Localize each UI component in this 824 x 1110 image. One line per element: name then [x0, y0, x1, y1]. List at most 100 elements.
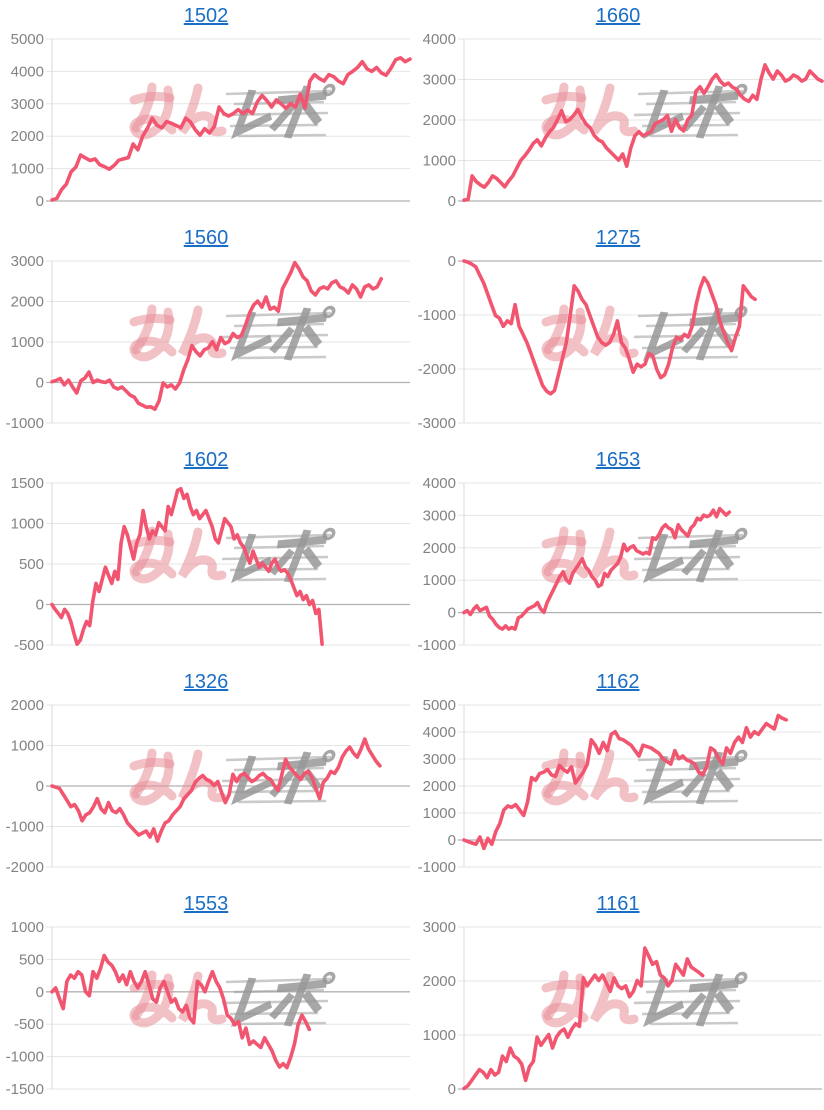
y-tick-label: 2000 — [11, 128, 44, 145]
y-tick-label: 1000 — [11, 738, 44, 755]
y-tick-label: -3000 — [418, 415, 456, 432]
chart-title-row: 1560 — [0, 222, 412, 252]
chart-cell-1602: 1602 -500 0 500 1000 1500 — [0, 444, 412, 666]
series-line — [462, 506, 732, 631]
y-tick-label: 0 — [36, 193, 44, 210]
y-tick-label: 1000 — [11, 161, 44, 178]
y-tick-label: 1000 — [423, 1027, 456, 1044]
chart-plot-1162: -1000 0 1000 2000 3000 4000 5000 — [418, 697, 822, 876]
y-tick-label: 500 — [19, 556, 44, 573]
y-tick-label: 1500 — [11, 475, 44, 492]
series-line — [50, 55, 412, 202]
y-tick-label: 2000 — [423, 778, 456, 795]
y-tick-label: 0 — [36, 984, 44, 1001]
chart-link-1660[interactable]: 1660 — [595, 5, 641, 27]
y-tick-label: 0 — [448, 832, 456, 849]
chart-cell-1660: 1660 0 1000 2000 3000 4000 — [412, 0, 824, 222]
chart-plot-1660: 0 1000 2000 3000 4000 — [423, 31, 824, 210]
chart-title-row: 1162 — [412, 666, 824, 696]
series-line — [462, 946, 705, 1091]
y-tick-label: 4000 — [423, 724, 456, 741]
chart-title-row: 1161 — [412, 888, 824, 918]
y-tick-label: 0 — [36, 375, 44, 392]
y-tick-label: 0 — [36, 778, 44, 795]
chart-plot-1653: -1000 0 1000 2000 3000 4000 — [418, 475, 822, 654]
y-tick-label: -2000 — [6, 859, 44, 876]
y-tick-label: -1500 — [6, 1081, 44, 1098]
y-tick-label: 3000 — [423, 919, 456, 936]
y-tick-label: 3000 — [423, 507, 456, 524]
chart-cell-1553: 1553 -1500 -1000 -500 0 500 1000 — [0, 888, 412, 1110]
y-tick-label: 1000 — [11, 919, 44, 936]
y-tick-label: 3000 — [11, 253, 44, 270]
chart-cell-1653: 1653 -1000 0 1000 2000 3000 4000 — [412, 444, 824, 666]
chart-plot-1553: -1500 -1000 -500 0 500 1000 — [6, 919, 410, 1098]
chart-title-row: 1502 — [0, 0, 412, 30]
y-tick-label: 3000 — [423, 72, 456, 89]
y-tick-label: -1000 — [418, 307, 456, 324]
y-tick-label: 5000 — [11, 31, 44, 48]
y-tick-label: -1000 — [418, 637, 456, 654]
y-tick-label: 3000 — [11, 96, 44, 113]
series-line — [50, 953, 312, 1070]
y-tick-label: 5000 — [423, 697, 456, 714]
series-line — [50, 486, 324, 646]
chart-plot-1502: 0 1000 2000 3000 4000 5000 — [11, 31, 412, 210]
watermark — [546, 752, 747, 803]
chart-link-1162[interactable]: 1162 — [596, 671, 640, 693]
y-tick-label: 0 — [36, 597, 44, 614]
chart-link-1502[interactable]: 1502 — [183, 5, 229, 27]
series-line — [462, 259, 757, 396]
chart-title-row: 1553 — [0, 888, 412, 918]
y-tick-label: 2000 — [423, 540, 456, 557]
chart-link-1275[interactable]: 1275 — [595, 227, 641, 249]
chart-plot-1326: -2000 -1000 0 1000 2000 — [6, 697, 410, 876]
series-line — [50, 260, 384, 411]
y-tick-label: 4000 — [423, 475, 456, 492]
y-tick-label: -1000 — [6, 415, 44, 432]
chart-cell-1161: 1161 0 1000 2000 3000 — [412, 888, 824, 1110]
y-tick-label: 2000 — [423, 112, 456, 129]
chart-title-row: 1653 — [412, 444, 824, 474]
y-tick-label: 1000 — [11, 516, 44, 533]
y-tick-label: 0 — [448, 1081, 456, 1098]
chart-title-row: 1275 — [412, 222, 824, 252]
chart-link-1653[interactable]: 1653 — [595, 449, 641, 471]
y-tick-label: 4000 — [11, 63, 44, 80]
chart-link-1553[interactable]: 1553 — [183, 893, 229, 915]
chart-cell-1560: 1560 -1000 0 1000 2000 3000 — [0, 222, 412, 444]
chart-title-row: 1602 — [0, 444, 412, 474]
chart-plot-1275: 0 -1000 -2000 -3000 — [418, 253, 822, 432]
chart-cell-1502: 1502 0 1000 2000 3000 4000 5000 — [0, 0, 412, 222]
chart-link-1326[interactable]: 1326 — [183, 671, 229, 693]
y-tick-label: 500 — [19, 951, 44, 968]
chart-cell-1162: 1162 -1000 0 1000 2000 3000 4000 5000 — [412, 666, 824, 888]
y-tick-label: 0 — [448, 605, 456, 622]
chart-link-1602[interactable]: 1602 — [183, 449, 229, 471]
series-line — [462, 63, 824, 202]
chart-link-1161[interactable]: 1161 — [596, 893, 640, 915]
y-tick-label: 2000 — [423, 973, 456, 990]
chart-link-1560[interactable]: 1560 — [183, 227, 229, 249]
y-tick-label: 0 — [448, 193, 456, 210]
watermark — [546, 530, 747, 581]
y-tick-label: -1000 — [418, 859, 456, 876]
chart-cell-1326: 1326 -2000 -1000 0 1000 2000 — [0, 666, 412, 888]
y-tick-label: 1000 — [11, 334, 44, 351]
y-tick-label: -1000 — [6, 1049, 44, 1066]
chart-title-row: 1326 — [0, 666, 412, 696]
y-tick-label: 4000 — [423, 31, 456, 48]
chart-cell-1275: 1275 0 -1000 -2000 -3000 — [412, 222, 824, 444]
chart-plot-1560: -1000 0 1000 2000 3000 — [6, 253, 410, 432]
y-tick-label: -500 — [14, 1016, 44, 1033]
y-tick-label: 1000 — [423, 572, 456, 589]
chart-plot-1602: -500 0 500 1000 1500 — [11, 475, 410, 654]
chart-title-row: 1660 — [412, 0, 824, 30]
series-line — [462, 713, 789, 851]
y-tick-label: 3000 — [423, 751, 456, 768]
series-line — [50, 737, 382, 843]
y-tick-label: 0 — [448, 253, 456, 270]
chart-plot-1161: 0 1000 2000 3000 — [423, 919, 822, 1098]
y-tick-label: 1000 — [423, 805, 456, 822]
